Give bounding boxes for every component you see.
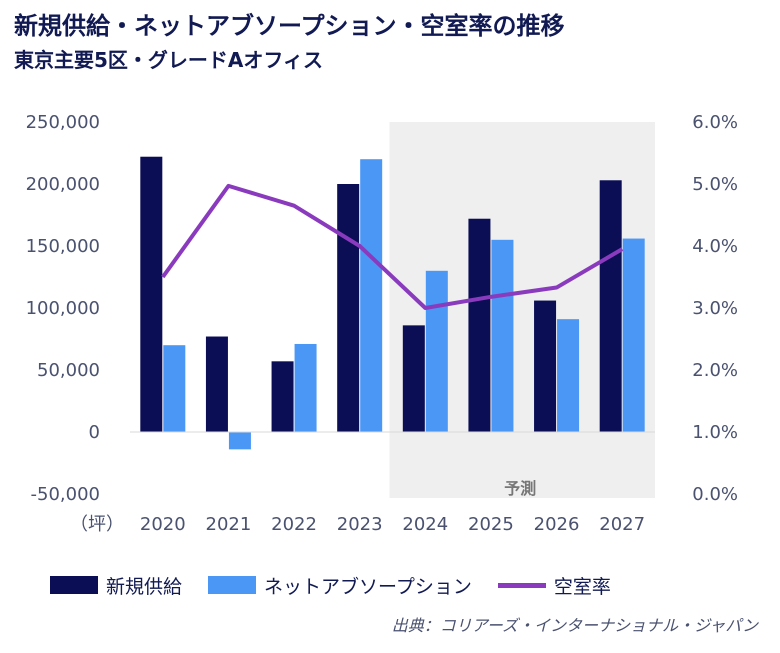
right-tick-label: 6.0%: [692, 112, 738, 133]
bar-supply-2020: [140, 156, 163, 432]
bar-absorption-2026: [557, 319, 580, 432]
x-axis: （坪） 2020 2021 2022 2023 2024 2025 2026 2027: [70, 514, 645, 535]
bar-absorption-2027: [622, 238, 645, 432]
x-tick-label: 2023: [337, 514, 383, 535]
forecast-label: 予測: [504, 479, 536, 498]
x-tick-label: 2020: [140, 514, 186, 535]
x-tick-label: 2024: [402, 514, 448, 535]
x-tick-label: 2026: [534, 514, 580, 535]
legend-item-absorption: ネットアブソープション: [208, 572, 472, 599]
left-tick-label: 0: [89, 422, 100, 443]
legend-swatch-supply: [50, 576, 98, 594]
chart-title: 新規供給・ネットアブソープション・空室率の推移: [14, 12, 565, 40]
x-tick-label: 2022: [271, 514, 317, 535]
source-note: 出典：コリアーズ・インターナショナル・ジャパン: [391, 616, 758, 635]
legend-label-vacancy: 空室率: [553, 575, 611, 598]
left-tick-label: 150,000: [26, 236, 100, 257]
legend-swatch-absorption: [208, 576, 257, 594]
bar-absorption-2023: [360, 159, 383, 432]
right-tick-label: 3.0%: [692, 298, 738, 319]
bar-supply-2021: [205, 336, 228, 432]
right-axis: 0.0% 1.0% 2.0% 3.0% 4.0% 5.0% 6.0%: [692, 112, 738, 505]
right-tick-label: 5.0%: [692, 174, 738, 195]
legend-label-absorption: ネットアブソープション: [264, 575, 472, 598]
bar-absorption-2020: [163, 345, 186, 432]
right-tick-label: 4.0%: [692, 236, 738, 257]
x-tick-label: 2025: [468, 514, 514, 535]
legend-item-supply: 新規供給: [50, 572, 182, 599]
vacancy-line-layer: [161, 183, 624, 310]
bar-supply-2022: [271, 361, 294, 432]
right-tick-label: 1.0%: [692, 422, 738, 443]
x-tick-label: 2027: [599, 514, 645, 535]
right-tick-label: 2.0%: [692, 360, 738, 381]
legend-label-supply: 新規供給: [106, 575, 183, 598]
left-tick-label: 50,000: [37, 360, 100, 381]
bar-supply-2027: [599, 180, 622, 432]
left-tick-label: 100,000: [26, 298, 100, 319]
chart-subtitle: 東京主要5区・グレードAオフィス: [14, 48, 323, 72]
bar-supply-2025: [468, 218, 491, 432]
bar-absorption-2022: [294, 343, 317, 432]
legend-item-vacancy: 空室率: [497, 572, 611, 599]
bar-layer: [140, 156, 645, 450]
bar-absorption-2025: [491, 239, 514, 432]
left-tick-label: 250,000: [26, 112, 100, 133]
bar-supply-2024: [402, 325, 425, 432]
vacancy-rate-line: [161, 183, 624, 310]
left-tick-label: 200,000: [26, 174, 100, 195]
left-tick-label: -50,000: [31, 484, 100, 505]
left-axis: -50,000 0 50,000 100,000 150,000 200,000 250,0…: [26, 112, 100, 505]
chart-plot: 予測 -50,000 0 50,000 100,000 150,000 200,000 25…: [26, 112, 738, 535]
bar-absorption-2021: [228, 432, 251, 450]
right-tick-label: 0.0%: [692, 484, 738, 505]
legend: 新規供給 ネットアブソープション 空室率: [50, 570, 637, 600]
bar-supply-2023: [337, 184, 360, 432]
legend-swatch-vacancy: [497, 582, 546, 588]
x-tick-label: 2021: [206, 514, 252, 535]
bar-supply-2026: [534, 300, 557, 432]
bar-absorption-2024: [425, 270, 448, 432]
left-axis-unit: （坪）: [70, 514, 124, 535]
